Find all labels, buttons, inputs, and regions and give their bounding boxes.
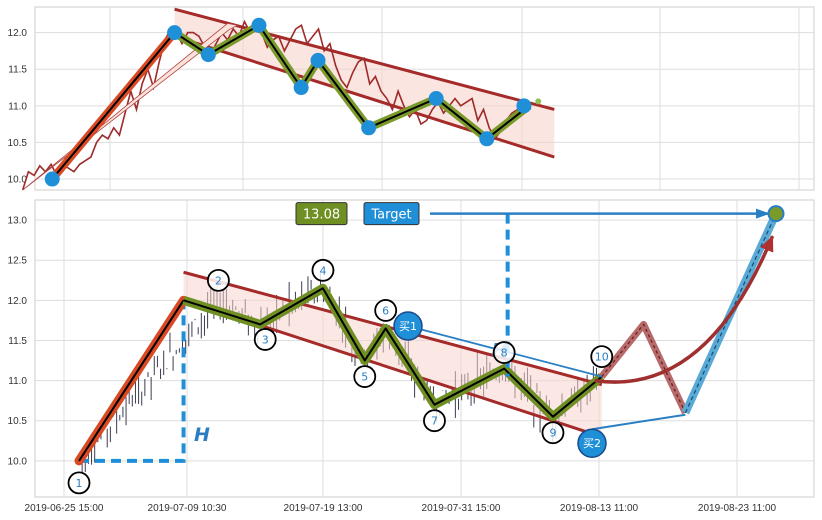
top-impulse-leg-core (51, 31, 176, 180)
bottom-channel-upper-line (183, 270, 603, 387)
bottom-x-tick: 2019-06-25 15:00 (25, 503, 104, 514)
point-label-circle (492, 341, 516, 364)
point-label-number: 10 (595, 351, 609, 364)
bottom-y-tick: 11.0 (8, 376, 27, 387)
point-label-number: 5 (361, 371, 368, 384)
bottom-x-tick: 2019-07-31 15:00 (422, 503, 501, 514)
top-pivot-point (361, 120, 377, 136)
target-value-text: 13.08 (303, 208, 340, 223)
top-last-price-point (535, 98, 542, 105)
point-label-circle (311, 258, 335, 282)
point-label-number: 9 (549, 427, 556, 440)
point-label-number: 8 (501, 347, 508, 360)
point-label-circle (253, 328, 277, 351)
top-pivot-point (293, 80, 309, 96)
height-measure-left (79, 300, 186, 463)
point-label-number: 2 (215, 274, 222, 287)
target-value-badge (295, 202, 348, 226)
top-pivot-point (251, 17, 267, 33)
top-y-tick: 11.0 (8, 101, 27, 112)
buy2-label: 买2 (583, 437, 601, 450)
target-point (767, 205, 785, 223)
point-label-number: 4 (319, 264, 326, 277)
point-label-circle (67, 471, 91, 495)
buy1-marker (393, 311, 423, 341)
point-label-number: 7 (431, 415, 438, 428)
target-label-text: Target (370, 208, 411, 223)
top-pivot-point (200, 47, 216, 63)
bottom-y-tick: 11.5 (8, 336, 27, 347)
top-y-tick: 10.0 (8, 175, 28, 186)
top-pivot-point (479, 131, 495, 147)
bottom-y-tick: 13.0 (8, 216, 28, 227)
point-label-circle (206, 268, 230, 292)
target-label-badge (363, 202, 420, 226)
top-pivot-point (167, 25, 183, 41)
top-pivot-point (44, 171, 60, 187)
bottom-y-tick: 10.5 (8, 416, 28, 427)
projection-path-line (601, 323, 686, 413)
bottom-impulse-leg-core (78, 299, 185, 462)
top-y-tick: 10.5 (8, 138, 28, 149)
point-label-number: 6 (382, 304, 389, 317)
point-label-number: 3 (262, 333, 269, 346)
top-trend-arrow (22, 22, 239, 191)
point-label-number: 1 (76, 477, 83, 490)
point-label-circle (541, 421, 565, 445)
bottom-y-tick: 12.5 (8, 256, 28, 267)
height-label-left: H (194, 424, 210, 446)
buy1-label: 买1 (399, 320, 417, 333)
top-y-tick: 12.0 (8, 28, 28, 39)
bottom-x-tick: 2019-08-13 11:00 (560, 503, 639, 514)
point-label-circle (353, 365, 377, 388)
bottom-x-tick: 2019-07-19 13:00 (284, 503, 363, 514)
top-pivot-point (516, 98, 532, 114)
top-price-line (21, 19, 530, 191)
top-y-tick: 11.5 (8, 65, 27, 76)
top-pivot-point (428, 91, 444, 106)
bottom-x-tick: 2019-07-09 10:30 (148, 503, 227, 514)
buy2-marker (577, 428, 607, 458)
bottom-zigzag-line (183, 287, 603, 418)
curved-target-arrow (594, 235, 775, 384)
bottom-y-tick: 10.0 (8, 456, 28, 467)
point-label-circle (374, 299, 398, 322)
buy2-pointer (591, 413, 686, 431)
top-pivot-point (310, 52, 326, 68)
point-label-circle (590, 345, 614, 368)
bottom-y-tick: 12.0 (8, 296, 28, 307)
point-label-circle (423, 409, 446, 433)
bottom-x-tick: 2019-08-23 11:00 (698, 503, 777, 514)
